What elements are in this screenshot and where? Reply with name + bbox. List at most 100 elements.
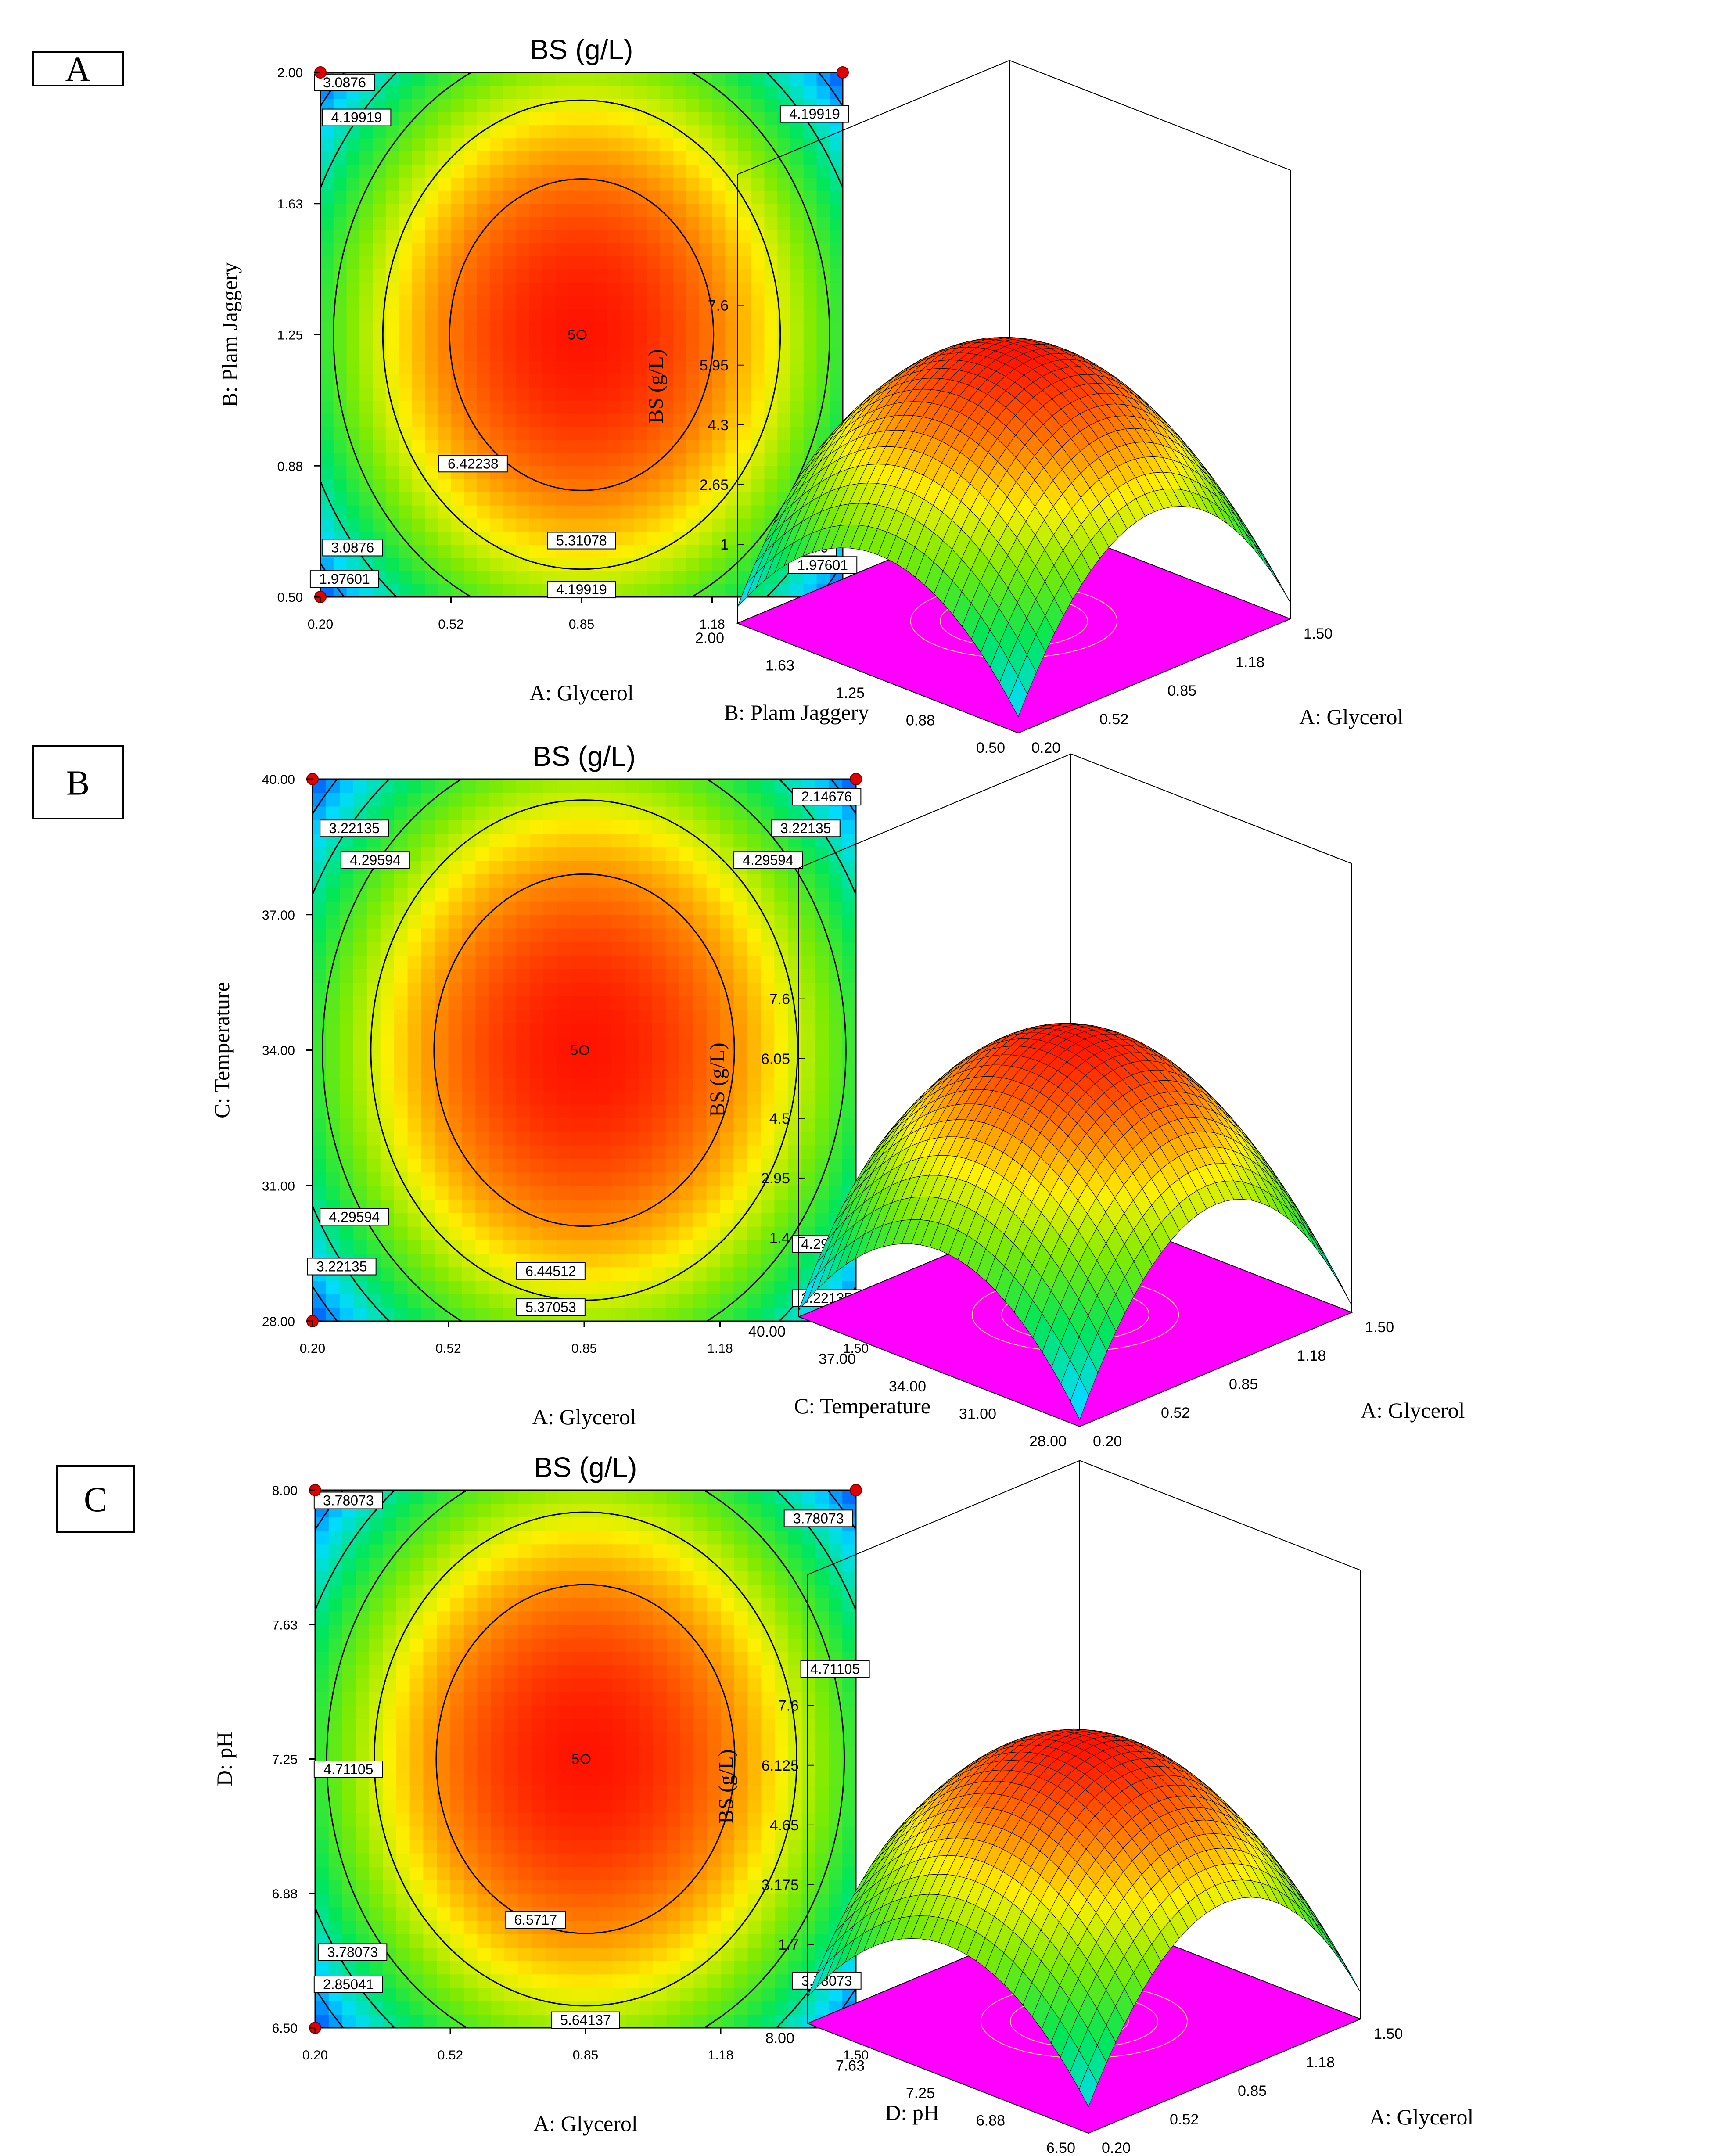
- heat-cell: [320, 453, 334, 467]
- heat-cell: [503, 177, 517, 191]
- heat-cell: [555, 111, 569, 126]
- heat-cell: [407, 1077, 422, 1091]
- heat-cell: [380, 1267, 395, 1281]
- heat-cell: [738, 400, 752, 414]
- heat-cell: [679, 1118, 693, 1132]
- heat-cell: [490, 230, 504, 244]
- heat-cell: [516, 996, 530, 1010]
- heat-cell: [686, 164, 700, 178]
- heat-cell: [490, 348, 504, 362]
- heat-cell: [725, 531, 739, 545]
- heat-cell: [543, 1104, 557, 1118]
- heat-cell: [425, 269, 438, 283]
- heat-cell: [597, 1267, 612, 1281]
- heat-cell: [815, 969, 829, 983]
- heat-cell: [353, 914, 367, 929]
- heat-cell: [790, 348, 804, 362]
- heat-cell: [435, 792, 449, 807]
- heat-cell: [673, 138, 686, 152]
- heat-cell: [339, 779, 354, 793]
- heat-cell: [425, 453, 438, 467]
- heat-cell: [712, 479, 726, 492]
- heat-cell: [751, 269, 765, 283]
- heat-cell: [747, 1023, 762, 1037]
- heat-cell: [693, 1213, 707, 1227]
- heat-cell: [339, 1145, 354, 1159]
- heat-cell: [530, 1199, 544, 1213]
- heat-cell: [407, 969, 422, 983]
- y-tick-label: 40.00: [262, 773, 295, 787]
- heat-cell: [816, 282, 830, 296]
- heat-cell: [582, 413, 595, 427]
- heat-cell: [712, 531, 726, 545]
- heat-cell: [582, 426, 595, 440]
- heat-cell: [464, 216, 478, 230]
- heat-cell: [582, 243, 595, 257]
- heat-cell: [448, 1267, 463, 1281]
- heat-cell: [679, 969, 693, 983]
- heat-cell: [582, 321, 595, 335]
- heat-cell: [353, 888, 367, 902]
- heat-cell: [516, 492, 530, 506]
- heat-cell: [399, 216, 413, 230]
- heat-cell: [611, 779, 625, 793]
- heat-cell: [503, 1064, 517, 1078]
- heat-cell: [647, 98, 661, 112]
- heat-cell: [385, 439, 399, 453]
- heat-cell: [611, 1308, 625, 1322]
- heat-cell: [477, 321, 491, 335]
- heat-cell: [503, 982, 517, 996]
- heat-cell: [542, 282, 556, 296]
- heat-cell: [407, 1104, 422, 1118]
- heat-cell: [542, 164, 556, 178]
- heat-cell: [607, 203, 621, 217]
- heat-cell: [503, 72, 517, 86]
- heat-cell: [462, 1308, 476, 1322]
- heat-cell: [326, 874, 340, 888]
- heat-cell: [582, 361, 595, 374]
- heat-cell: [407, 955, 422, 970]
- heat-cell: [699, 177, 713, 191]
- heat-cell: [394, 955, 408, 970]
- heat-cell: [421, 1240, 435, 1254]
- heat-cell: [665, 779, 680, 793]
- heat-cell: [543, 847, 557, 861]
- heat-cell: [366, 1280, 381, 1295]
- heat-cell: [516, 387, 530, 401]
- heat-cell: [660, 518, 674, 532]
- heat-cell: [542, 138, 556, 152]
- heat-cell: [503, 914, 517, 929]
- heat-cell: [652, 1226, 666, 1240]
- heat-cell: [542, 557, 556, 571]
- heat-cell: [490, 151, 504, 165]
- heat-cell: [503, 1253, 517, 1268]
- heat-cell: [421, 1172, 435, 1186]
- heat-cell: [530, 833, 544, 848]
- heat-cell: [425, 282, 438, 296]
- heat-cell: [582, 492, 595, 506]
- heat-cell: [353, 1294, 367, 1308]
- heat-cell: [673, 177, 686, 191]
- heat-cell: [555, 151, 569, 165]
- heat-cell: [647, 400, 661, 414]
- heat-cell: [720, 1240, 734, 1254]
- heat-cell: [634, 584, 647, 597]
- heat-cell: [339, 1104, 354, 1118]
- heat-cell: [747, 1036, 762, 1051]
- heat-cell: [407, 1050, 422, 1064]
- heat-cell: [543, 1199, 557, 1213]
- heat-cell: [625, 847, 639, 861]
- heat-cell: [407, 914, 422, 929]
- heat-cell: [516, 400, 530, 414]
- contour-label: 6.42238: [448, 456, 499, 471]
- heat-cell: [516, 203, 530, 217]
- heat-cell: [399, 413, 413, 427]
- heat-cell: [346, 466, 360, 479]
- heat-cell: [747, 1009, 762, 1024]
- heat-cell: [611, 1186, 625, 1200]
- heat-cell: [568, 256, 582, 270]
- heat-cell: [803, 85, 817, 99]
- heat-cell: [660, 479, 674, 492]
- heat-cell: [611, 888, 625, 902]
- heat-cell: [407, 874, 422, 888]
